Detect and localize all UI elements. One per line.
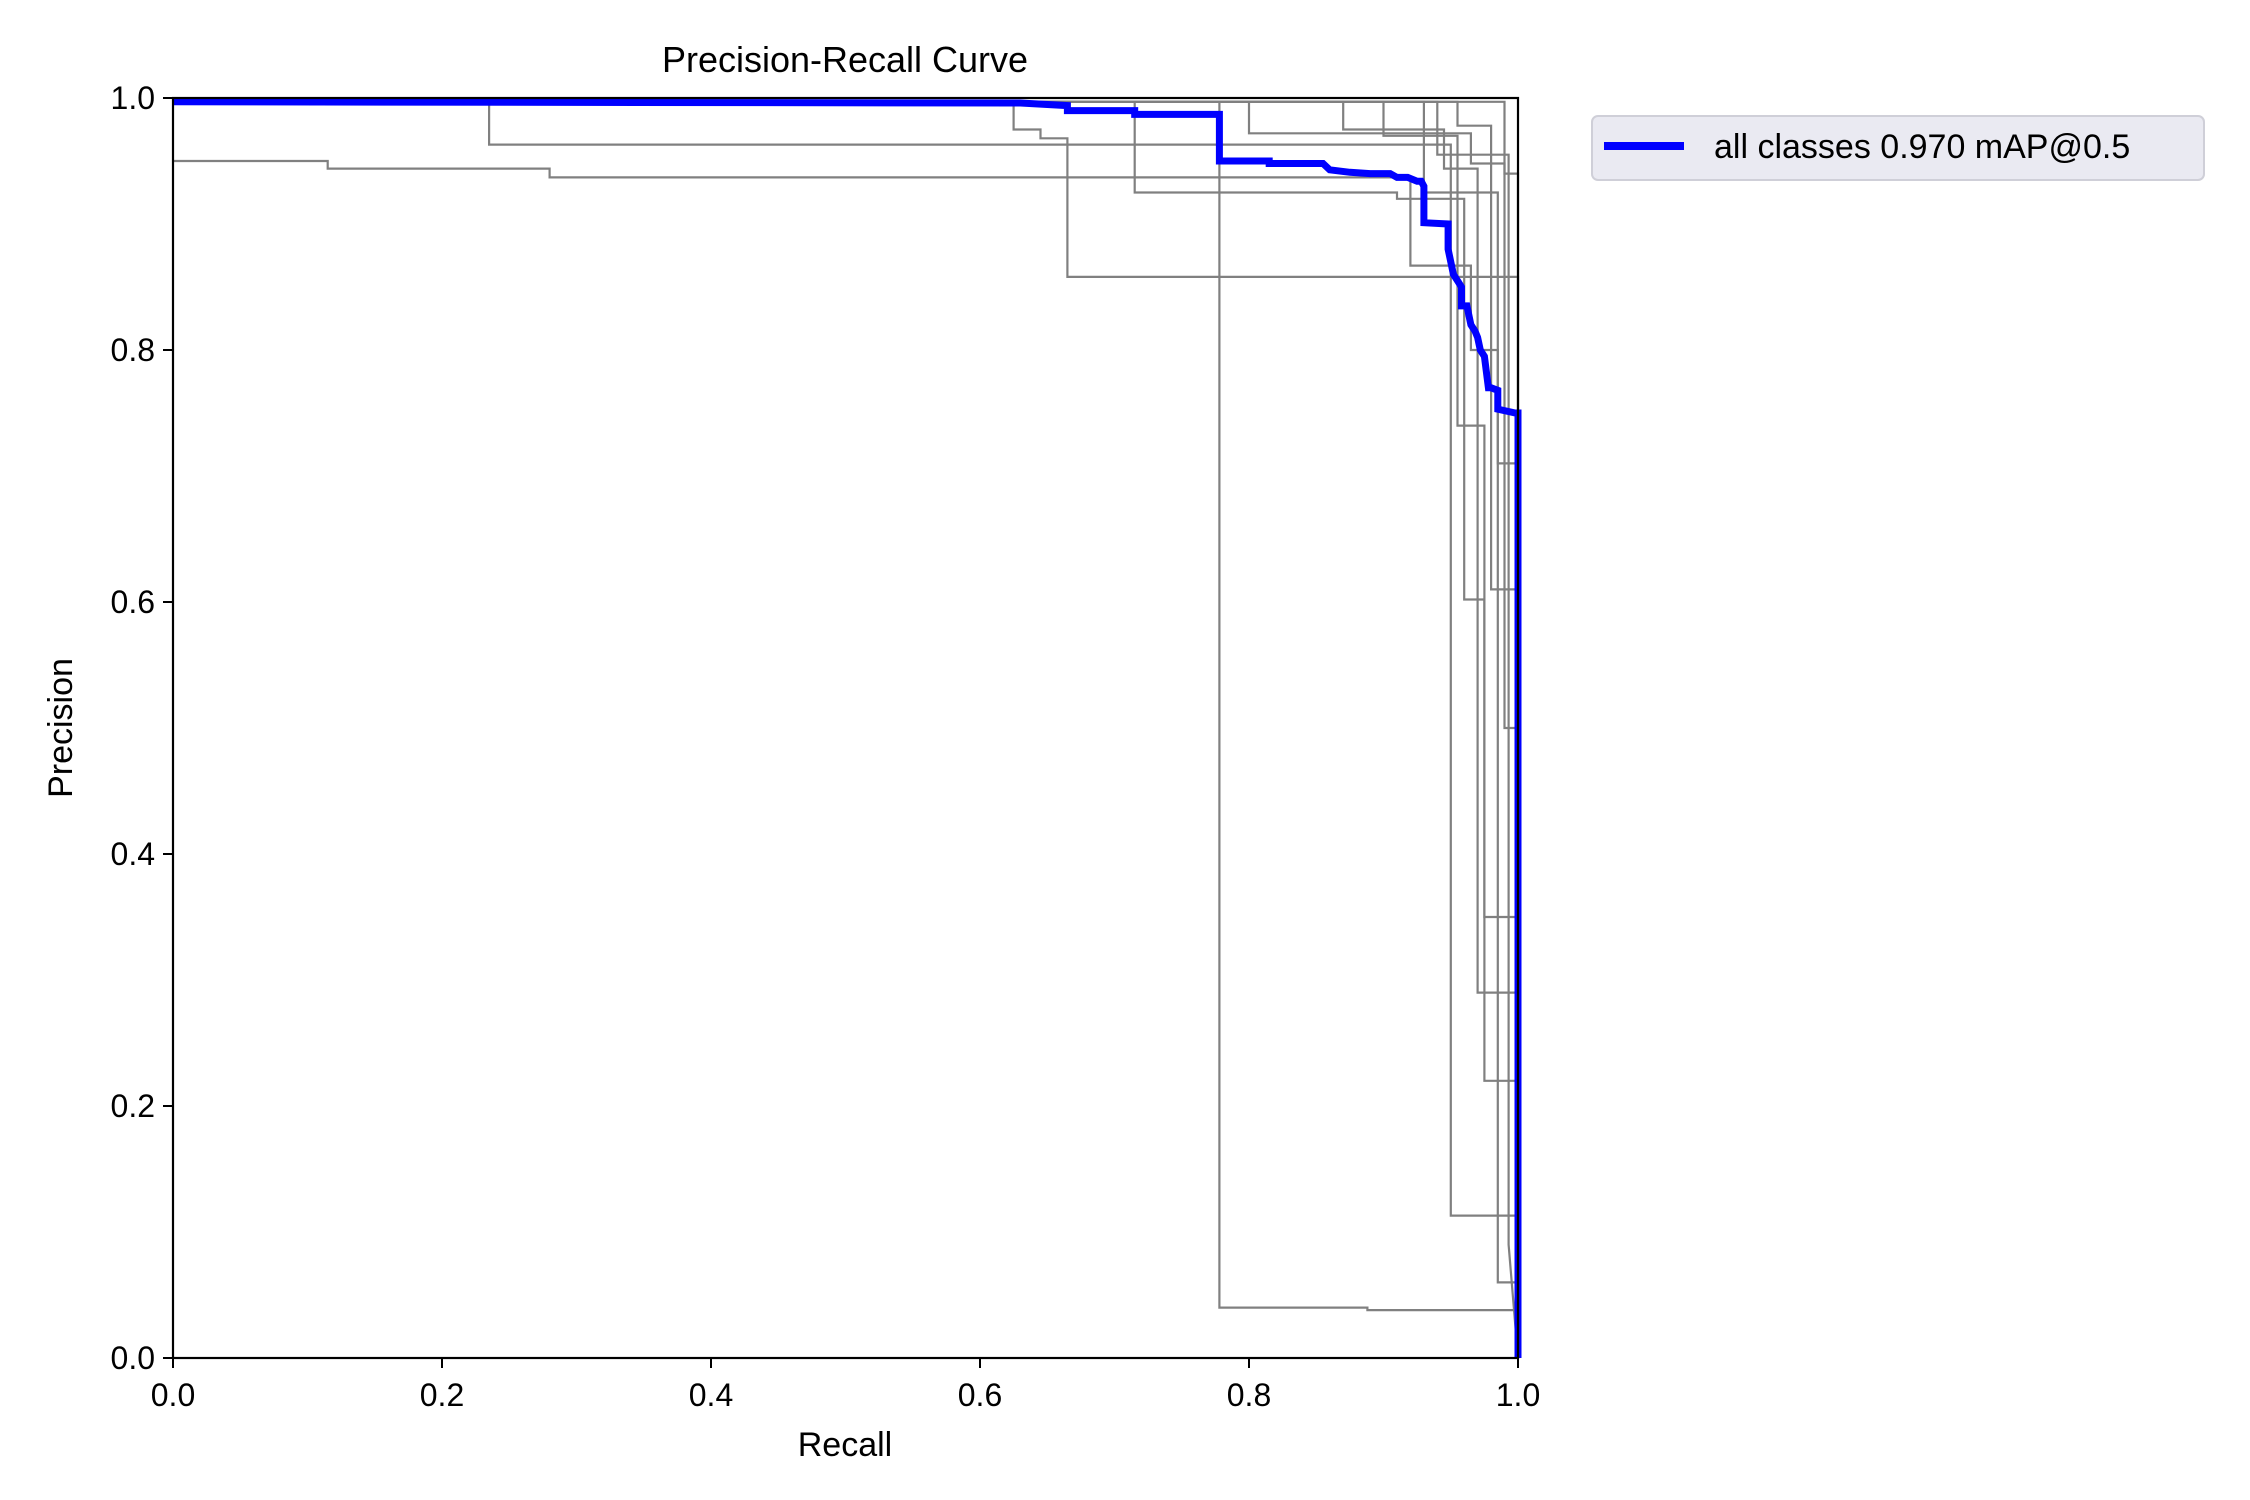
class-curve-3 <box>173 100 1520 1358</box>
legend: all classes 0.970 mAP@0.5 <box>1591 115 2205 181</box>
plot-frame <box>171 96 1520 1360</box>
x-axis: 0.0 0.2 0.4 0.6 0.8 1.0 <box>151 1358 1540 1413</box>
x-tick-label: 1.0 <box>1496 1377 1540 1413</box>
class-curve-1 <box>173 159 1518 1284</box>
y-axis: 0.0 0.2 0.4 0.6 0.8 1.0 <box>111 80 173 1376</box>
chart-title: Precision-Recall Curve <box>662 39 1028 80</box>
class-curve-12 <box>173 100 1520 1359</box>
y-tick-label: 0.0 <box>111 1340 155 1376</box>
class-curve-7 <box>173 100 1518 994</box>
y-tick-label: 0.8 <box>111 332 155 368</box>
legend-box <box>1591 115 2205 181</box>
x-tick-label: 0.0 <box>151 1377 195 1413</box>
y-axis-label: Precision <box>42 658 80 798</box>
y-tick-label: 0.6 <box>111 584 155 620</box>
x-tick-label: 0.2 <box>420 1377 464 1413</box>
y-tick-label: 0.2 <box>111 1088 155 1124</box>
x-tick-label: 0.4 <box>689 1377 733 1413</box>
curves-layer <box>172 98 1522 1359</box>
x-tick-label: 0.8 <box>1227 1377 1271 1413</box>
x-tick-label: 0.6 <box>958 1377 1002 1413</box>
all-classes-curve <box>172 98 1522 1358</box>
y-tick-label: 1.0 <box>111 80 155 116</box>
class-curve-6 <box>173 100 1518 730</box>
x-axis-label: Recall <box>798 1426 892 1464</box>
legend-label: all classes 0.970 mAP@0.5 <box>1714 128 2130 166</box>
y-tick-label: 0.4 <box>111 836 155 872</box>
